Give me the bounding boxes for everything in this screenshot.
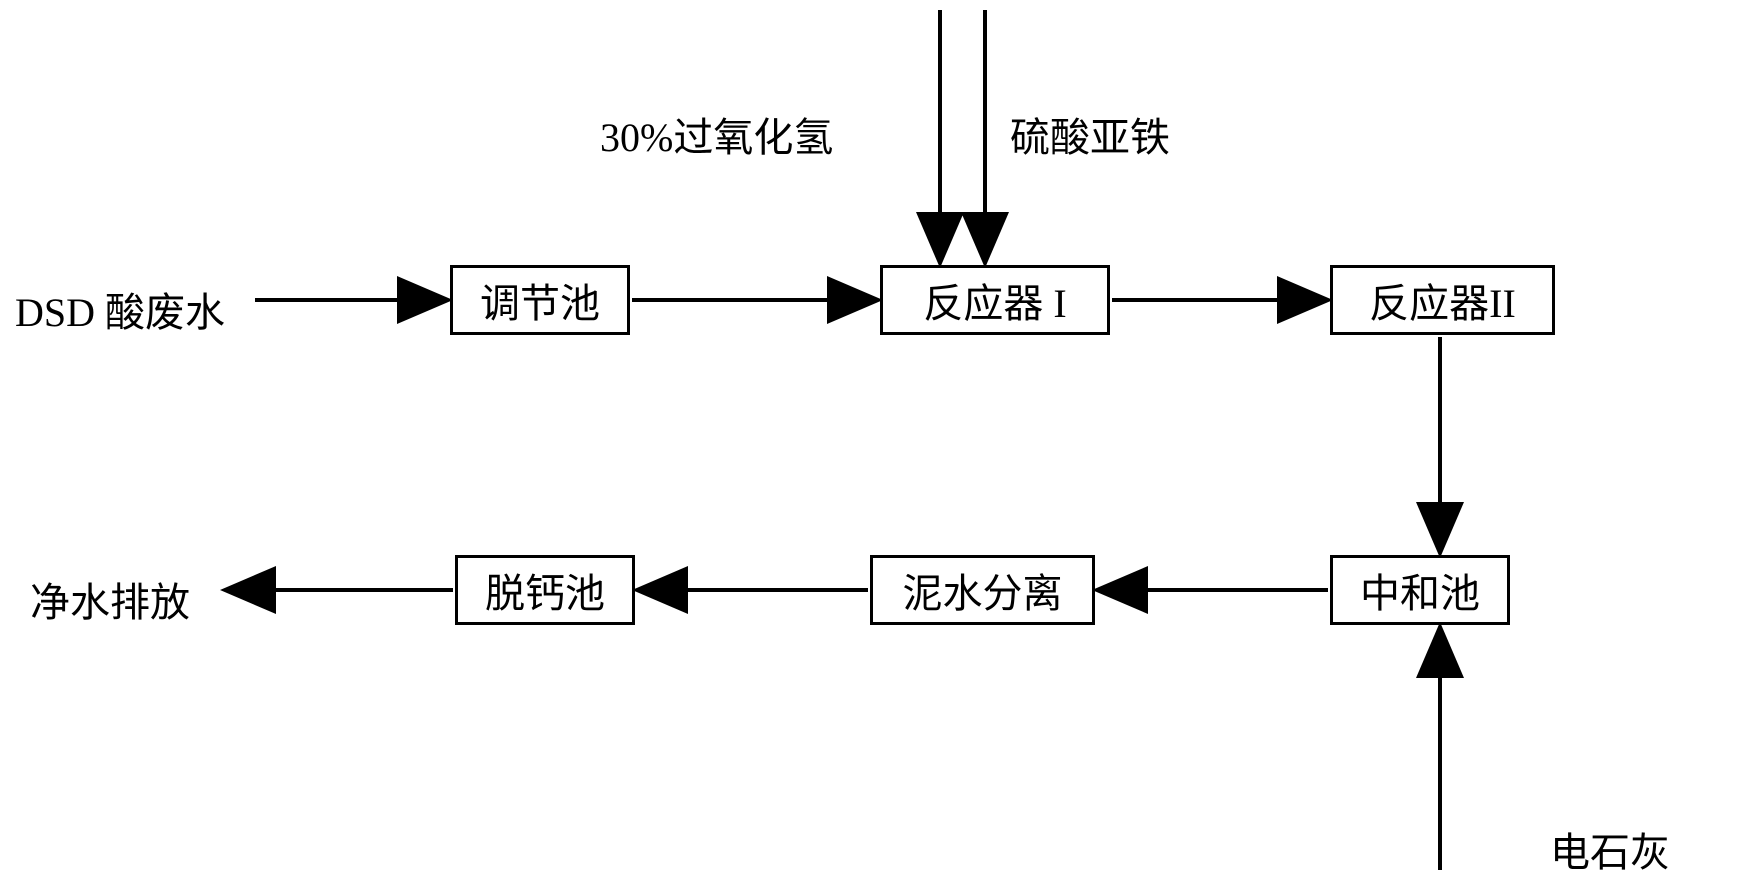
- flow-arrows: [0, 0, 1754, 889]
